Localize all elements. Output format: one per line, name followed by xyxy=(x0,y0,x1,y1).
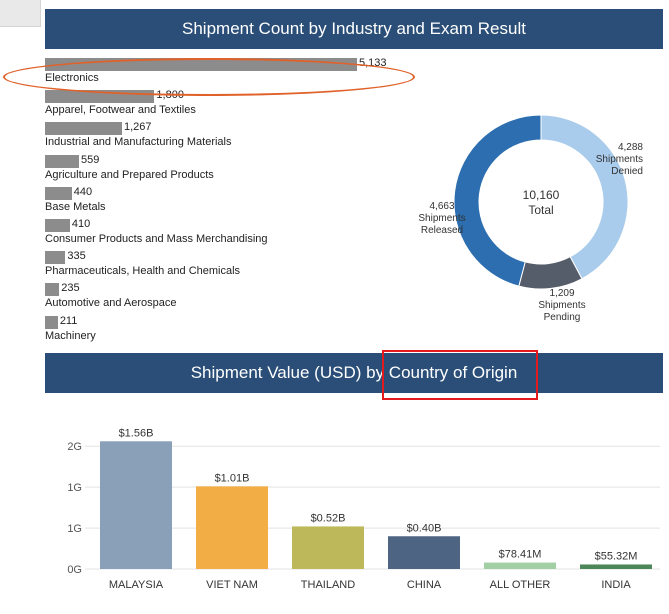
industry-bar-row[interactable]: 440 Base Metals xyxy=(45,185,445,217)
electronics-highlight-ellipse xyxy=(3,58,415,96)
country-value-column-chart: 2G 1G 1G 0G $1.56B MALAYSIA $1.01B VIET NAM $0.5… xyxy=(67,427,660,591)
industry-bar xyxy=(45,122,122,136)
donut-slice xyxy=(518,256,583,290)
corner-tab xyxy=(0,0,41,27)
country-bar xyxy=(484,562,556,569)
industry-bar xyxy=(45,186,72,200)
industry-bar xyxy=(45,283,60,297)
industry-bar-row[interactable]: 1,800 Apparel, Footwear and Textiles xyxy=(45,88,445,120)
country-chart-title: Shipment Value (USD) by Country of Origi… xyxy=(45,353,663,393)
country-bar-value: $1.01B xyxy=(215,472,250,484)
x-tick-label: INDIA xyxy=(601,579,631,591)
donut-slice-label: Denied xyxy=(611,166,643,177)
industry-bar-label: Base Metals xyxy=(45,200,106,213)
country-bar-value: $0.40B xyxy=(407,522,442,534)
industry-bar-value: 1,267 xyxy=(124,121,152,134)
industry-bar-label: Machinery xyxy=(45,329,96,342)
country-bar xyxy=(196,486,268,569)
country-bar xyxy=(100,441,172,569)
x-tick-label: VIET NAM xyxy=(206,579,258,591)
industry-bar-label: Agriculture and Prepared Products xyxy=(45,168,214,181)
industry-bar-row[interactable]: 1,267 Industrial and Manufacturing Materi… xyxy=(45,120,445,152)
donut-slice-value: 4,288 xyxy=(618,142,643,153)
country-bar xyxy=(292,526,364,569)
x-tick-label: CHINA xyxy=(407,579,442,591)
donut-slice-label: Shipments xyxy=(418,213,465,224)
y-tick-label: 0G xyxy=(67,564,82,576)
donut-total-value: 10,160 xyxy=(523,188,560,202)
donut-slice-label: Shipments xyxy=(596,154,643,165)
industry-bar-value: 410 xyxy=(71,218,91,230)
country-bar-value: $0.52B xyxy=(311,512,346,524)
donut-total-label: Total xyxy=(528,203,553,217)
industry-bar-row[interactable]: 559 Agriculture and Prepared Products xyxy=(45,153,445,185)
industry-bar-label: Consumer Products and Mass Merchandising xyxy=(45,233,268,245)
industry-bar xyxy=(45,154,79,168)
country-bar-value: $1.56B xyxy=(119,427,154,439)
donut-slice-label: Shipments xyxy=(538,300,585,311)
industry-bar-value: 440 xyxy=(73,185,93,198)
country-bar xyxy=(580,564,652,569)
industry-bar-row[interactable]: 410 Consumer Products and Mass Merchandis… xyxy=(45,217,445,249)
y-tick-label: 1G xyxy=(67,482,82,494)
country-bar xyxy=(388,536,460,569)
exam-result-donut-chart: 4,288ShipmentsDenied1,209ShipmentsPendin… xyxy=(418,114,643,323)
country-bar-value: $78.41M xyxy=(499,549,542,561)
donut-slice-value: 1,209 xyxy=(549,288,574,299)
industry-bar-row[interactable]: 211 Machinery xyxy=(45,314,445,346)
industry-bar-value: 335 xyxy=(67,250,86,263)
industry-bar-label: Pharmaceuticals, Health and Chemicals xyxy=(45,265,241,278)
industry-bar xyxy=(45,251,66,265)
industry-bar-label: Apparel, Footwear and Textiles xyxy=(45,104,196,117)
y-tick-label: 2G xyxy=(67,441,82,453)
y-tick-label: 1G xyxy=(67,523,82,535)
industry-bar-label: Industrial and Manufacturing Materials xyxy=(45,136,232,149)
industry-chart-title: Shipment Count by Industry and Exam Resu… xyxy=(45,9,663,49)
industry-bar-row[interactable]: 335 Pharmaceuticals, Health and Chemicals xyxy=(45,249,445,281)
donut-slice-value: 4,663 xyxy=(429,201,454,212)
industry-bar-value: 559 xyxy=(80,153,100,166)
x-tick-label: ALL OTHER xyxy=(490,579,551,591)
donut-slice xyxy=(453,114,542,287)
industry-bar-label: Automotive and Aerospace xyxy=(45,297,177,310)
industry-bar xyxy=(45,219,70,232)
industry-bar-value: 211 xyxy=(59,314,78,327)
industry-bar xyxy=(45,315,58,329)
country-bar-value: $55.32M xyxy=(595,550,638,562)
x-tick-label: MALAYSIA xyxy=(109,579,164,591)
x-tick-label: THAILAND xyxy=(301,579,355,591)
country-of-origin-highlight-box xyxy=(382,350,538,400)
donut-slice-label: Pending xyxy=(544,312,581,323)
industry-bar-value: 235 xyxy=(61,282,80,295)
donut-slice-label: Released xyxy=(421,225,463,236)
industry-bar-chart: 5,133 Electronics 1,800 Apparel, Footwear a… xyxy=(45,56,445,348)
industry-bar-row[interactable]: 235 Automotive and Aerospace xyxy=(45,281,445,313)
